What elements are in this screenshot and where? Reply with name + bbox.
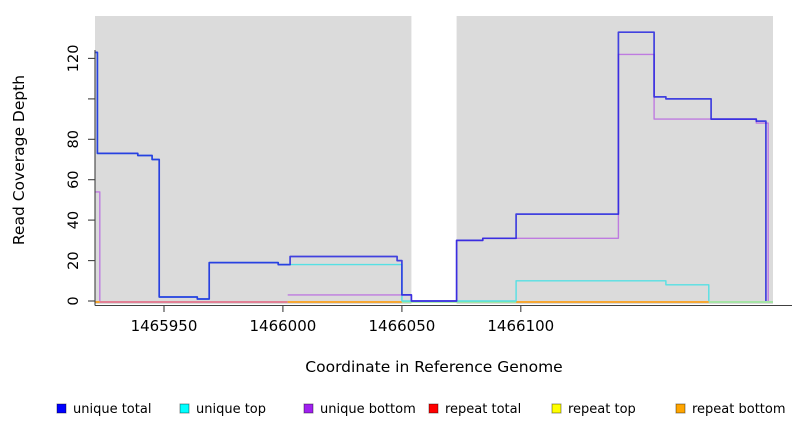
legend-swatch-repeat-total — [428, 403, 439, 414]
legend-label-unique-top: unique top — [196, 402, 266, 417]
y-axis-title: Read Coverage Depth — [10, 75, 28, 245]
legend-label-repeat-bottom: repeat bottom — [692, 402, 786, 417]
series-lines — [95, 31, 769, 302]
plot-background-band — [456, 16, 773, 304]
legend-label-unique-bottom: unique bottom — [320, 402, 416, 417]
x-tick-label: 1466000 — [249, 317, 316, 335]
legend-swatch-repeat-top — [551, 403, 562, 414]
axes: 1465950 1466000 1466050 1466100 0 20 40 60 80 120 — [66, 45, 792, 335]
legend-swatch-repeat-bottom — [675, 403, 686, 414]
y-tick-label: 20 — [66, 251, 82, 269]
legend-label-repeat-top: repeat top — [568, 402, 636, 417]
x-tick-label: 1465950 — [131, 317, 198, 335]
y-tick-label: 120 — [66, 45, 82, 73]
legend-swatch-unique-bottom — [303, 403, 314, 414]
x-axis-title: Coordinate in Reference Genome — [305, 358, 562, 376]
legend-swatch-unique-total — [56, 403, 67, 414]
legend-label-repeat-total: repeat total — [445, 402, 521, 417]
series-line-unique-bottom — [95, 191, 101, 301]
plot-background-band — [95, 16, 412, 304]
x-tick-label: 1466100 — [487, 317, 554, 335]
y-tick-label: 60 — [66, 170, 82, 188]
legend-label-unique-total: unique total — [73, 402, 151, 417]
x-tick-label: 1466050 — [368, 317, 435, 335]
y-tick-label: 0 — [66, 296, 82, 305]
y-tick-label: 80 — [66, 130, 82, 148]
y-tick-label: 40 — [66, 211, 82, 229]
series-line-unique-total — [95, 31, 767, 302]
legend: unique total unique top unique bottom repea… — [56, 402, 786, 417]
legend-swatch-unique-top — [179, 403, 190, 414]
plot-background — [95, 16, 773, 304]
